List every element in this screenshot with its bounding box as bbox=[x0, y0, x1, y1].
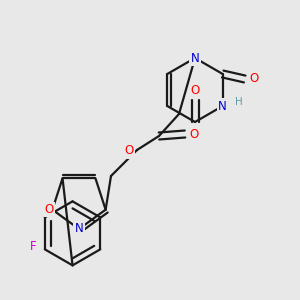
Text: H: H bbox=[235, 97, 243, 107]
Text: N: N bbox=[218, 100, 227, 112]
Text: O: O bbox=[189, 128, 199, 140]
Text: N: N bbox=[190, 52, 200, 64]
Text: O: O bbox=[45, 203, 54, 216]
Text: O: O bbox=[249, 73, 258, 85]
Text: O: O bbox=[190, 85, 200, 98]
Text: N: N bbox=[75, 223, 83, 236]
Text: O: O bbox=[124, 145, 134, 158]
Text: F: F bbox=[29, 240, 36, 253]
